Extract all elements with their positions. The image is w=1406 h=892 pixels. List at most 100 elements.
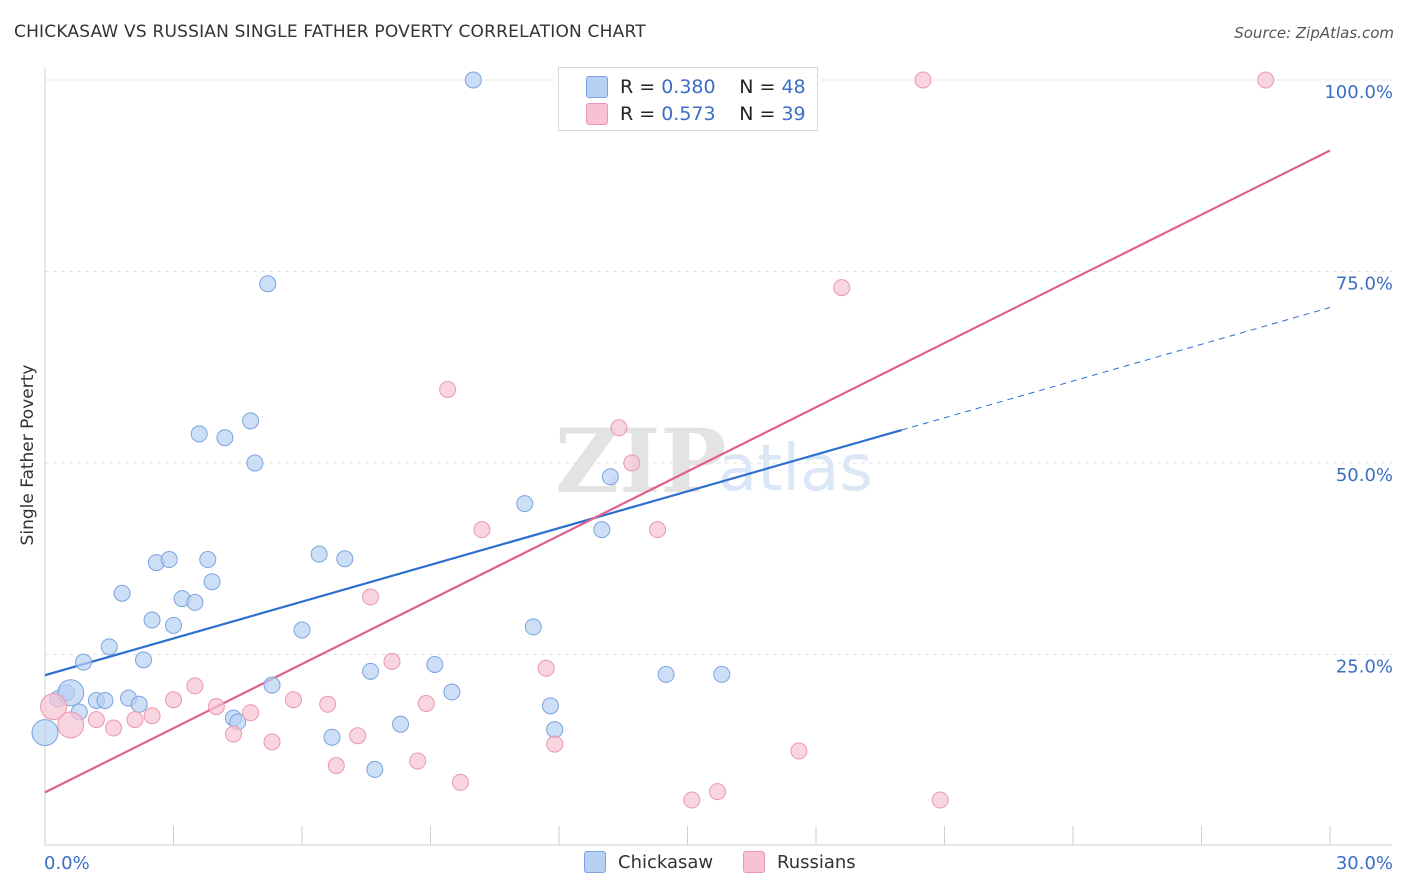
chickasaw-point [546,721,564,739]
russians-point [165,691,182,709]
chickasaw-point [516,495,534,513]
chickasaw-point [443,683,461,701]
russians-point [143,707,161,725]
x-tick-label: 30.0% [1336,853,1393,874]
russians-point [40,693,68,721]
russians-point [914,71,932,89]
russians-point [57,711,85,739]
chickasaw-point [165,616,182,634]
legend-item-russians: Russians [743,851,856,873]
russians-point [790,742,808,760]
chickasaw-trend-extension [901,307,1331,431]
chickasaw-point [524,618,542,636]
chickasaw-point [96,691,114,709]
legend-row-russians: R = 0.573 N = 39 [559,101,806,127]
chickasaw-point [199,551,217,569]
legend-r-value: 0.380 [661,76,716,98]
russians-point [327,757,345,775]
chickasaw-swatch [584,851,606,873]
chickasaw-point [426,655,444,673]
chickasaw-swatch [586,76,608,98]
russians-point [833,279,851,297]
chart-title: CHICKASAW VS RUSSIAN SINGLE FATHER POVER… [14,22,646,42]
russians-point [284,691,302,709]
legend-row-chickasaw: R = 0.380 N = 48 [559,74,806,100]
chickasaw-point [541,697,559,715]
russians-point [319,695,337,713]
legend-box: R = 0.380 N = 48 R = 0.573 N = 39 [558,67,818,131]
y-tick-label: 100.0% [1324,82,1393,103]
legend-n-label: N = [739,76,776,98]
chickasaw-point [75,653,93,671]
russians-point [224,725,242,743]
chickasaw-point [310,545,328,563]
chickasaw-point [203,573,221,591]
legend-label-russians: Russians [777,851,856,873]
chickasaw-point [216,429,234,447]
chickasaw-point [464,71,482,89]
y-tick-label: 25.0% [1336,657,1393,678]
russians-point [126,711,144,729]
chickasaw-point [323,728,341,746]
russians-point [1257,71,1275,89]
russians-point [383,652,401,670]
chickasaw-point [143,611,161,629]
y-axis-label: Single Father Poverty [18,364,38,546]
russians-point [186,677,204,695]
chickasaw-point [242,412,260,430]
russians-point [451,773,469,791]
grid-lines [45,79,1392,655]
chickasaw-point [593,521,611,539]
chickasaw-point [336,550,354,568]
legend-n-value: 39 [781,103,806,125]
russians-point [546,735,564,753]
russians-point [439,380,457,398]
legend-n-value: 48 [781,76,806,98]
chickasaw-point [190,425,208,443]
legend-n-label: N = [739,103,776,125]
russians-point [242,704,260,722]
russians-point [623,454,641,472]
chickasaw-point [135,651,153,669]
russians-point [473,521,491,539]
russians-swatch [743,851,765,873]
axes [44,68,1392,846]
source-label: Source: ZipAtlas.com [1234,24,1394,42]
chickasaw-point [100,638,118,656]
x-tick-label: 0.0% [44,853,90,874]
y-tick-label: 75.0% [1336,274,1393,295]
russians-point [349,727,367,745]
chickasaw-point [113,584,131,602]
legend-r-value: 0.573 [661,103,716,125]
y-tick-label: 50.0% [1336,465,1393,486]
chickasaw-point [657,665,675,683]
legend-item-chickasaw: Chickasaw [584,851,713,873]
chickasaw-point [160,551,178,569]
data-points [31,71,1275,809]
russians-point [263,733,281,751]
russians-point [105,719,123,737]
chickasaw-point [366,760,384,778]
russians-point [708,783,726,801]
watermark-atlas: atlas [718,432,873,506]
russians-point [931,791,949,809]
legend-r-label: R = [620,103,656,125]
chickasaw-point [293,621,311,639]
chickasaw-point [392,715,410,733]
chickasaw-point [601,468,619,486]
russians-point [87,711,105,729]
chickasaw-point [186,593,204,611]
tick-labels: 25.0% 50.0% 75.0% 100.0% 0.0% 30.0% [44,82,1393,874]
russians-point [610,419,628,437]
watermark-zip: ZIP [555,409,727,513]
russians-point [417,695,435,713]
russians-point [362,588,380,606]
chickasaw-point [263,676,281,694]
chickasaw-point [130,695,148,713]
russians-trend-line [44,149,1331,794]
chickasaw-point [259,275,277,293]
trend-lines [44,149,1331,794]
legend-label-chickasaw: Chickasaw [618,851,714,873]
russians-point [683,791,701,809]
